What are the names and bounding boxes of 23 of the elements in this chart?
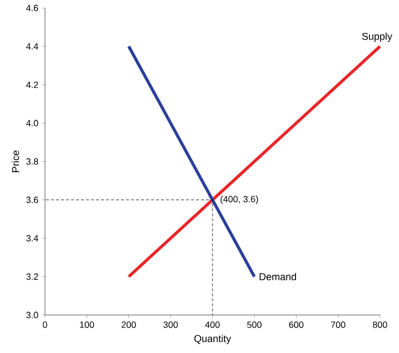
y-tick-label: 3.0 xyxy=(26,312,38,318)
y-tick-label: 4.2 xyxy=(26,82,38,88)
y-tick-label: 3.4 xyxy=(26,235,38,242)
y-tick-label: 4.6 xyxy=(26,4,38,12)
x-tick-label: 700 xyxy=(331,322,346,328)
annotation: (400, 3.6) xyxy=(220,196,258,204)
x-axis-title: Quantity xyxy=(194,334,232,344)
y-tick-label: 4.4 xyxy=(26,43,38,50)
y-tick-label: 3.6 xyxy=(26,196,38,204)
series-label: Supply xyxy=(362,32,392,42)
x-tick-label: 300 xyxy=(163,322,178,328)
series-label: Demand xyxy=(260,272,296,280)
x-tick-label: 200 xyxy=(122,322,136,328)
x-tick-label: 800 xyxy=(372,322,388,328)
y-tick-label: 4.0 xyxy=(26,120,38,126)
x-tick-label: 500 xyxy=(247,322,262,328)
y-axis-title: Price xyxy=(12,150,20,172)
x-tick-label: 100 xyxy=(80,322,94,328)
x-tick-label: 600 xyxy=(289,322,304,328)
x-tick-label: 400 xyxy=(205,322,220,328)
y-tick-label: 3.2 xyxy=(26,273,38,280)
x-tick-label: 0 xyxy=(42,322,48,328)
y-tick-label: 3.8 xyxy=(26,158,38,165)
